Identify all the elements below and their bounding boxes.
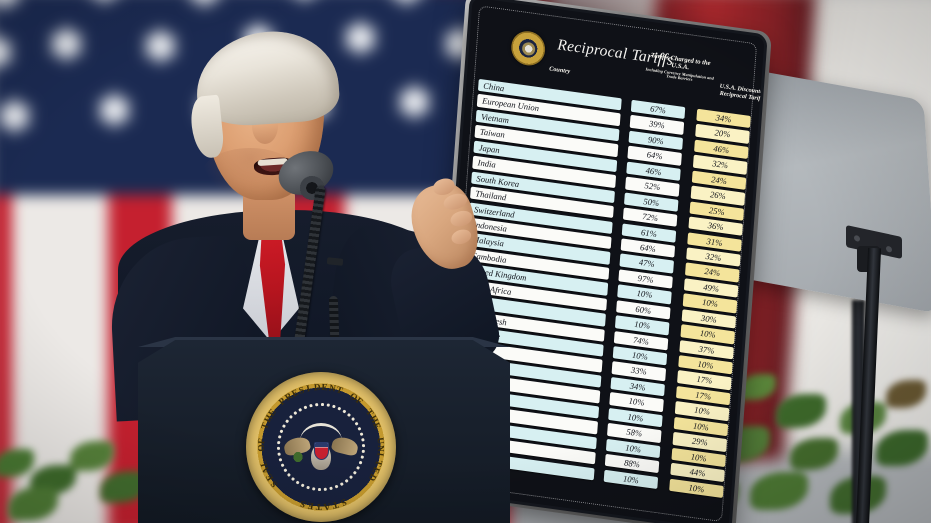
flag-star: ✱ — [186, 0, 223, 14]
seal-letter: N — [375, 444, 387, 452]
flag-star: ✱ — [48, 21, 85, 70]
seal-letter: S — [298, 498, 307, 510]
flag-star: ✱ — [342, 15, 379, 64]
hair-sideburn — [188, 94, 226, 160]
seal-letter: U — [375, 436, 387, 445]
flag-star: ✱ — [86, 0, 123, 10]
seal-eagle — [282, 410, 360, 484]
seal-letter: I — [305, 383, 311, 394]
seal-star — [361, 455, 365, 459]
seal-letter: I — [375, 451, 386, 457]
flag-star: ✱ — [396, 79, 433, 128]
seal-star — [277, 441, 280, 445]
eagle-olive-branch — [290, 448, 306, 467]
seal-star — [277, 435, 281, 439]
column-header-tariffs-charged: Tariffs Charged to the U.S.A. Including … — [643, 51, 716, 86]
seal-letter: S — [339, 496, 349, 509]
eagle-wing-right — [330, 435, 360, 458]
seal-star — [362, 443, 366, 447]
seal-letter: E — [306, 500, 315, 512]
seal-letter: A — [323, 501, 331, 513]
flag-star: ✱ — [0, 93, 33, 142]
seal-star — [321, 403, 324, 406]
seal-letter: E — [321, 381, 328, 393]
flag-star: ✱ — [142, 23, 179, 72]
column-header-discounted: U.S.A. Discounted Reciprocal Tariffs — [719, 83, 766, 103]
seal-letter: T — [335, 384, 345, 396]
eagle-shield — [313, 442, 329, 460]
seal-letter: D — [313, 381, 321, 393]
seal-star — [361, 438, 365, 442]
seal-star — [318, 488, 321, 491]
flag-star: ✱ — [96, 87, 133, 136]
flag-star: ✱ — [388, 0, 425, 12]
flag-star: ✱ — [286, 0, 323, 8]
seal-letter: T — [331, 499, 340, 511]
eagle-glory-arc — [300, 423, 342, 441]
seal-star — [315, 403, 318, 406]
seal-star — [362, 449, 365, 453]
flag-star: ✱ — [0, 32, 15, 76]
flag-star: ✱ — [0, 0, 23, 16]
column-header-country: Country — [548, 65, 571, 76]
seal-letter: T — [315, 501, 323, 513]
seal-star — [326, 403, 330, 407]
seal-letter: S — [268, 479, 280, 490]
seal-star — [277, 452, 281, 456]
seal-letter: O — [255, 444, 267, 452]
seal-star — [276, 447, 280, 451]
seal-letter: F — [256, 437, 267, 445]
